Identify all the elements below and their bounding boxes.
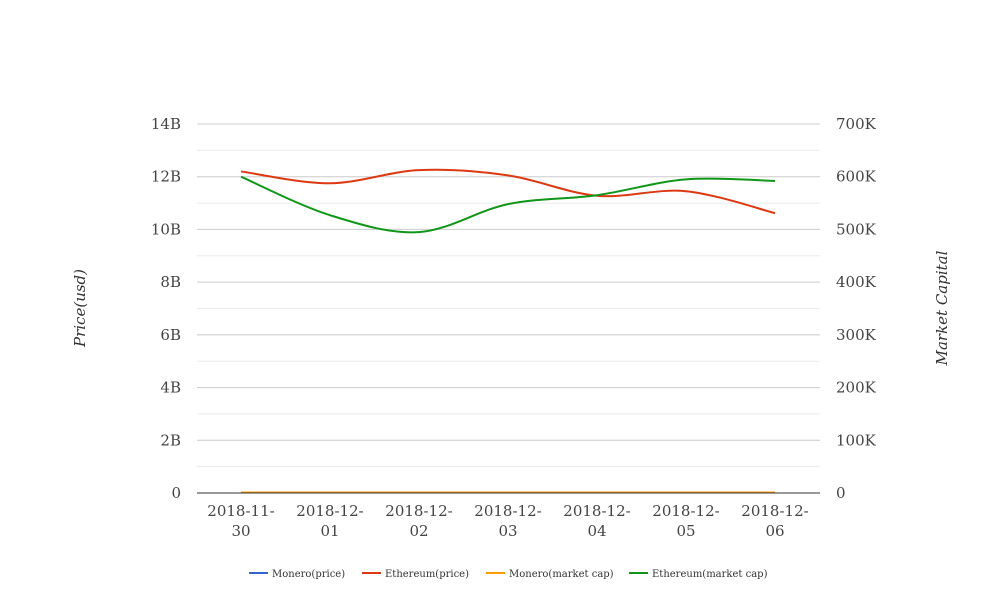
right-axis-ticks: 0 100K 200K 300K 400K 500K 600K 700K xyxy=(836,115,877,502)
right-tick-label: 0 xyxy=(836,484,846,502)
left-tick-label: 14B xyxy=(151,115,181,133)
left-tick-label: 12B xyxy=(151,168,181,186)
right-axis-title: Market Capital xyxy=(933,250,951,366)
legend-item[interactable]: Monero(price) xyxy=(249,569,345,580)
legend-label: Monero(price) xyxy=(272,569,345,580)
right-tick-label: 300K xyxy=(836,326,877,344)
series-line-ethereum-market-cap xyxy=(240,175,776,234)
left-axis-ticks: 0 2B 4B 6B 8B 10B 12B 14B xyxy=(151,115,181,502)
right-tick-label: 700K xyxy=(836,115,877,133)
x-tick-label: 2018-12-04 xyxy=(563,502,630,540)
legend-item[interactable]: Ethereum(market cap) xyxy=(629,569,768,580)
x-tick-label: 2018-11-30 xyxy=(207,502,274,540)
x-axis-ticks: 2018-11-30 2018-12-01 2018-12-02 2018-12-03… xyxy=(207,502,808,540)
legend-label: Ethereum(market cap) xyxy=(652,569,768,580)
x-tick-label: 2018-12-05 xyxy=(652,502,719,540)
x-tick-label: 2018-12-03 xyxy=(474,502,541,540)
legend-label: Monero(market cap) xyxy=(509,569,614,580)
x-tick-label: 2018-12-02 xyxy=(385,502,452,540)
right-tick-label: 400K xyxy=(836,273,877,291)
series-line-ethereum-price xyxy=(240,168,776,215)
left-tick-label: 10B xyxy=(151,220,181,238)
left-tick-label: 4B xyxy=(160,379,181,397)
series-lines xyxy=(240,168,776,494)
left-tick-label: 0 xyxy=(171,484,181,502)
left-axis-title: Price(usd) xyxy=(71,269,89,348)
x-tick-label: 2018-12-06 xyxy=(741,502,808,540)
x-tick-label: 2018-12-01 xyxy=(296,502,363,540)
right-tick-label: 500K xyxy=(836,220,877,238)
right-tick-label: 100K xyxy=(836,431,877,449)
left-tick-label: 2B xyxy=(160,431,181,449)
legend-label: Ethereum(price) xyxy=(385,569,469,580)
legend[interactable]: Monero(price) Ethereum(price) Monero(marke… xyxy=(249,569,768,580)
left-tick-label: 6B xyxy=(160,326,181,344)
legend-item[interactable]: Monero(market cap) xyxy=(486,569,614,580)
legend-item[interactable]: Ethereum(price) xyxy=(362,569,469,580)
right-tick-label: 200K xyxy=(836,379,877,397)
right-tick-label: 600K xyxy=(836,168,877,186)
left-tick-label: 8B xyxy=(160,273,181,291)
